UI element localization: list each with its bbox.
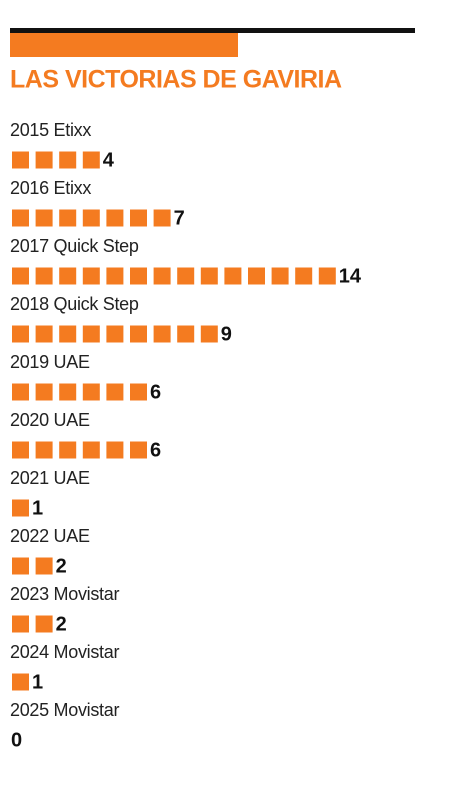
pictogram-row xyxy=(12,267,336,285)
unit-square xyxy=(12,673,29,691)
unit-square xyxy=(82,383,100,401)
unit-square xyxy=(271,267,289,285)
category-label: 2015 Etixx xyxy=(10,120,91,140)
pictogram-row xyxy=(12,151,100,169)
pictogram-row xyxy=(12,441,147,459)
unit-square xyxy=(59,151,77,169)
category-label: 2020 UAE xyxy=(10,410,90,430)
unit-square xyxy=(106,209,124,227)
unit-square xyxy=(153,325,171,343)
unit-square xyxy=(200,325,218,343)
unit-square xyxy=(224,267,242,285)
unit-square xyxy=(35,267,53,285)
value-label: 2 xyxy=(56,613,67,635)
value-label: 6 xyxy=(150,381,161,403)
unit-square xyxy=(200,267,218,285)
unit-square xyxy=(130,267,147,285)
unit-square xyxy=(130,209,147,227)
unit-square xyxy=(12,499,29,517)
unit-square xyxy=(12,325,29,343)
unit-square xyxy=(12,383,29,401)
category-label: 2024 Movistar xyxy=(10,642,119,662)
unit-square xyxy=(12,615,29,633)
unit-square xyxy=(82,151,100,169)
category-label: 2021 UAE xyxy=(10,468,90,488)
pictogram-row xyxy=(12,615,53,633)
unit-square xyxy=(318,267,336,285)
value-label: 1 xyxy=(32,671,43,693)
unit-square xyxy=(130,325,147,343)
pictogram-row xyxy=(12,325,218,343)
value-label: 0 xyxy=(11,729,22,751)
value-label: 9 xyxy=(221,323,232,345)
unit-square xyxy=(59,325,77,343)
unit-square xyxy=(12,209,29,227)
unit-square xyxy=(12,267,29,285)
unit-square xyxy=(12,557,29,575)
unit-square xyxy=(295,267,313,285)
unit-square xyxy=(35,151,53,169)
unit-square xyxy=(106,325,124,343)
category-label: 2017 Quick Step xyxy=(10,236,139,256)
pictogram-row xyxy=(12,383,147,401)
category-label: 2022 UAE xyxy=(10,526,90,546)
category-label: 2023 Movistar xyxy=(10,584,119,604)
value-label: 2 xyxy=(56,555,67,577)
top-rule xyxy=(10,28,415,33)
unit-square xyxy=(106,441,124,459)
category-label: 2018 Quick Step xyxy=(10,294,139,314)
value-label: 4 xyxy=(103,149,115,171)
unit-square xyxy=(82,209,100,227)
value-label: 14 xyxy=(339,265,362,287)
unit-square xyxy=(35,209,53,227)
value-label: 1 xyxy=(32,497,43,519)
unit-square xyxy=(82,325,100,343)
category-label: 2025 Movistar xyxy=(10,700,119,720)
value-label: 7 xyxy=(174,207,185,229)
unit-square xyxy=(106,383,124,401)
unit-square xyxy=(12,441,29,459)
pictogram-row xyxy=(12,499,29,517)
pictogram-row xyxy=(12,209,171,227)
unit-square xyxy=(130,441,147,459)
unit-square xyxy=(248,267,265,285)
unit-square xyxy=(130,383,147,401)
unit-square xyxy=(177,325,195,343)
unit-square xyxy=(59,441,77,459)
value-label: 6 xyxy=(150,439,161,461)
unit-square xyxy=(35,441,53,459)
unit-square xyxy=(177,267,195,285)
chart-title: LAS VICTORIAS DE GAVIRIA xyxy=(10,66,342,94)
accent-bar xyxy=(10,33,238,57)
unit-square xyxy=(35,325,53,343)
category-label: 2019 UAE xyxy=(10,352,90,372)
unit-square xyxy=(82,267,100,285)
unit-square xyxy=(153,209,171,227)
unit-square xyxy=(35,615,53,633)
unit-square xyxy=(153,267,171,285)
unit-square xyxy=(35,557,53,575)
pictogram-row xyxy=(12,673,29,691)
unit-square xyxy=(59,209,77,227)
unit-square xyxy=(59,383,77,401)
unit-square xyxy=(12,151,29,169)
unit-square xyxy=(106,267,124,285)
pictogram-row xyxy=(12,557,53,575)
unit-square xyxy=(82,441,100,459)
category-label: 2016 Etixx xyxy=(10,178,91,198)
unit-square xyxy=(35,383,53,401)
unit-square xyxy=(59,267,77,285)
